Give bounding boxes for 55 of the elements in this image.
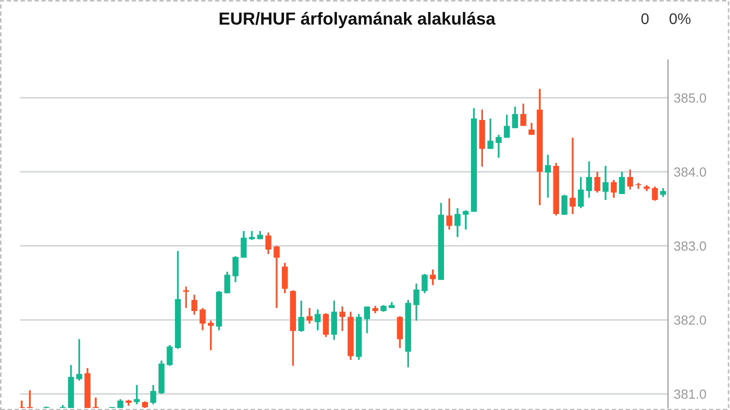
y-tick-label: 385.0 [674,93,706,103]
candlestick [544,154,551,199]
candlestick [627,168,634,190]
text: 0 [641,13,649,24]
text: 0% [670,13,690,24]
candlestick [150,384,156,406]
candlestick [504,114,510,139]
candlestick [446,198,452,230]
candlestick [454,207,460,238]
candlestick [92,396,99,408]
candlestick [274,245,280,309]
candlestick [200,307,206,332]
candlestick [364,306,370,334]
candlestick [322,312,329,338]
candlestick [520,102,526,127]
y-tick-label: 381.0 [674,390,706,399]
candlestick [314,308,321,332]
candlestick [265,232,272,255]
candlestick [183,286,190,309]
y-tick-label: 382.0 [674,315,706,325]
candlestick [578,176,584,209]
y-tick-label: 384.0 [674,167,706,177]
candlestick [528,122,534,136]
candlestick [586,160,592,199]
candlestick [512,106,518,129]
candlestick [306,307,312,324]
candlestick [339,306,346,332]
candlestick [26,389,33,408]
candlestick [652,186,658,202]
candlestick [208,320,214,352]
candlestick [134,384,140,406]
candlestick [166,344,173,367]
candlestick [430,268,436,286]
candlestick [191,294,198,316]
candlestick [298,300,304,333]
chart-title: EUR/HUF árfolyamának alakulása [220,12,496,28]
candlestick [422,273,428,294]
candlestick [487,118,494,150]
candlestick [76,338,82,382]
candlestick [561,194,568,216]
candlestick [618,170,625,195]
candlestick [224,270,230,294]
candlestick [570,136,576,215]
candlestick [602,165,608,201]
candlestick [462,209,469,230]
candlestick [331,300,338,341]
candlestick [396,315,403,349]
candlestick [496,134,502,159]
candlestick [282,262,288,294]
candlestick [413,282,420,322]
y-tick-label: 383.0 [674,241,706,251]
candlestick [240,230,247,259]
candlestick [232,255,238,283]
candlestick [610,179,617,199]
candlestick [594,170,600,194]
